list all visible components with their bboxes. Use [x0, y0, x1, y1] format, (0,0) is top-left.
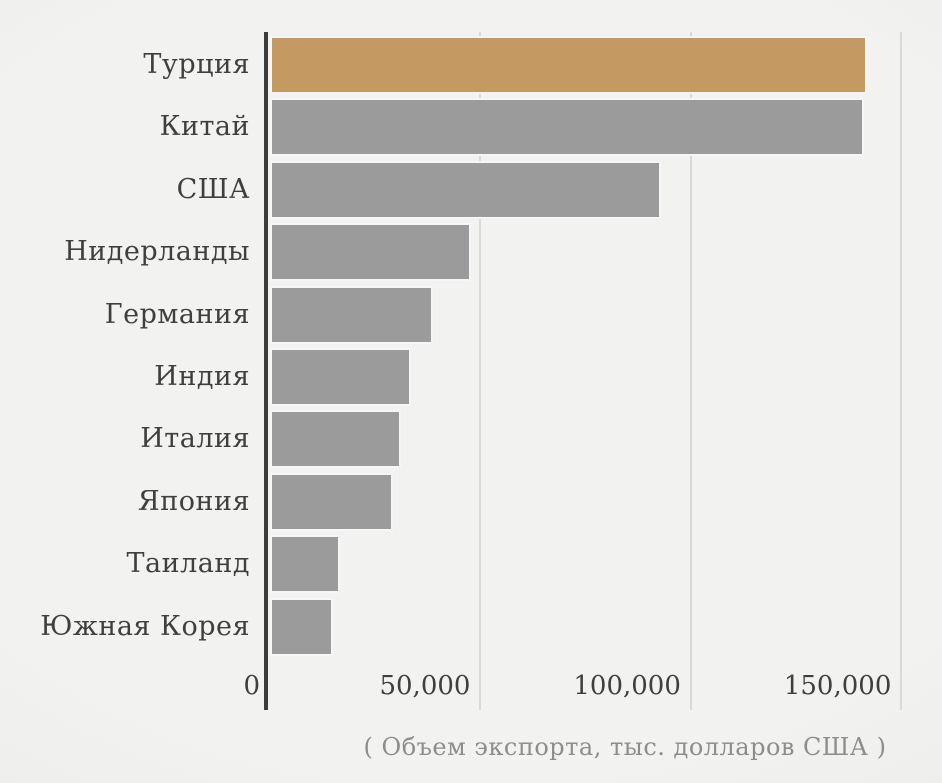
category-label: Италия [140, 423, 250, 455]
x-axis-caption: ( Объем экспорта, тыс. долларов США ) [363, 733, 887, 761]
x-tick-label: 100,000 [573, 671, 681, 701]
category-label: Южная Корея [40, 610, 250, 642]
category-label: Китай [159, 111, 250, 143]
bar [270, 160, 661, 219]
bar [270, 472, 393, 531]
category-label: Нидерланды [64, 236, 250, 268]
bar [270, 597, 333, 656]
bar [270, 348, 411, 406]
category-label: Турция [143, 49, 250, 80]
bar [270, 285, 433, 344]
bar [270, 223, 471, 282]
x-tick-label: 0 [243, 671, 260, 701]
bar [270, 535, 340, 594]
bar [270, 98, 864, 157]
gridline [900, 32, 903, 710]
x-tick-label: 150,000 [783, 671, 892, 701]
gridline [479, 32, 482, 710]
category-label: Таиланд [126, 548, 250, 580]
category-label: Япония [137, 485, 250, 517]
category-label: Индия [154, 361, 250, 392]
bar [270, 410, 401, 469]
bar-highlighted [270, 36, 867, 94]
x-tick-label: 50,000 [379, 671, 471, 701]
gridline [689, 32, 692, 710]
category-label: Германия [104, 298, 250, 330]
y-axis-zero-line [264, 32, 268, 710]
category-label: США [176, 173, 250, 205]
